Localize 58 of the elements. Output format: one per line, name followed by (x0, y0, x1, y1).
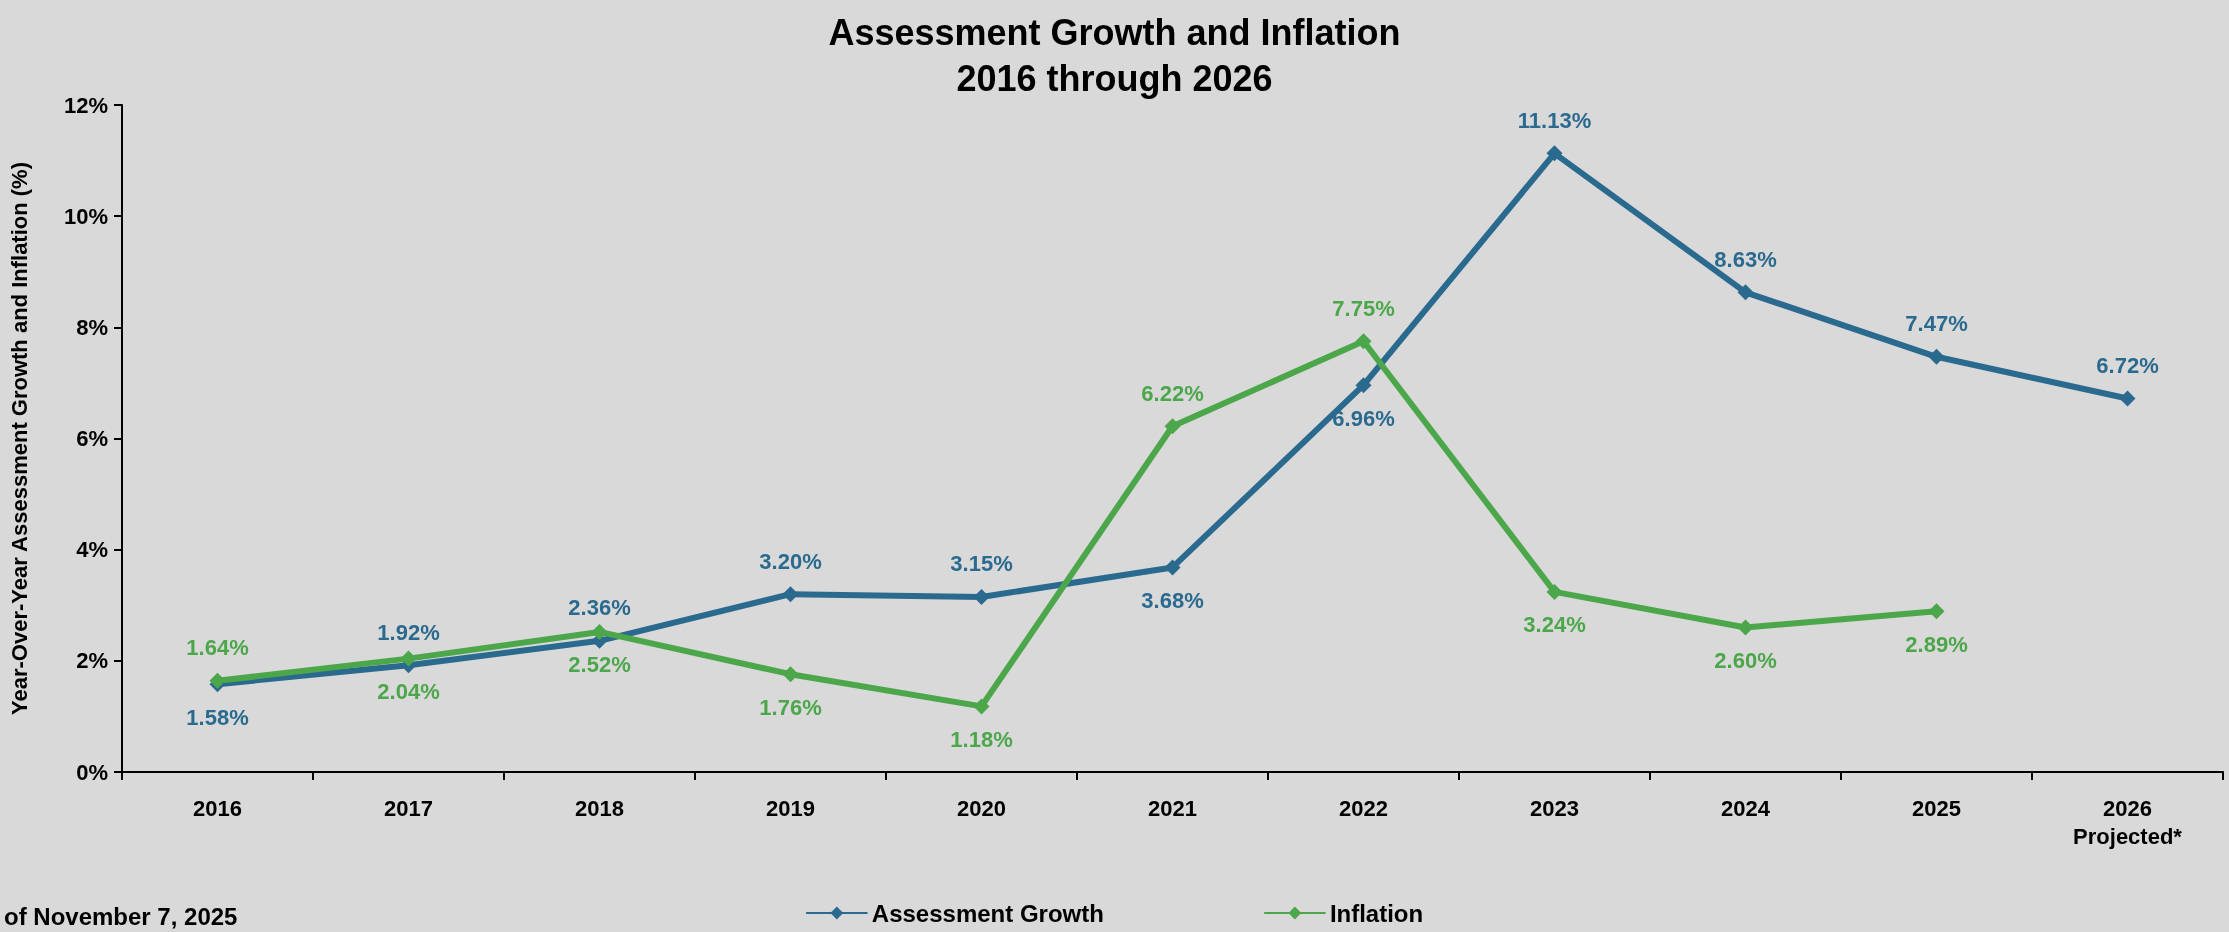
data-label: 3.68% (1141, 587, 1204, 613)
x-tick-label: 2019 (766, 795, 815, 821)
data-label: 8.63% (1714, 246, 1777, 272)
data-label: 1.58% (186, 704, 249, 730)
legend-label: Inflation (1329, 899, 1424, 927)
data-label: 2.36% (568, 595, 631, 621)
chart-title: Assessment Growth and Inflation 2016 through 2026 (828, 11, 1401, 99)
y-tick-label: 12% (63, 92, 108, 118)
point (1164, 418, 1181, 435)
data-label: 7.47% (1905, 311, 1968, 337)
data-label: 7.75% (1332, 295, 1395, 321)
data-label: 2.60% (1714, 647, 1777, 673)
x-tick-label: 2026 Projected* (2073, 795, 2183, 849)
data-label: 1.64% (186, 635, 249, 661)
point (1546, 583, 1563, 600)
data-label: 2.04% (377, 679, 440, 705)
x-tick-label: 2025 (1912, 795, 1961, 821)
x-tick-label: 2017 (384, 795, 433, 821)
y-tick-label: 0% (76, 759, 108, 785)
point (2119, 390, 2136, 407)
y-axis-title: Year-Over-Year Assessment Growth and Inflation (%) (6, 161, 32, 716)
point (1355, 333, 1372, 350)
point (973, 698, 990, 715)
x-tick-label: 2024 (1721, 795, 1771, 821)
x-tick-label: 2021 (1148, 795, 1197, 821)
data-label: 6.72% (2096, 352, 2159, 378)
legend-label: Assessment Growth (871, 899, 1104, 927)
x-tick-label: 2023 (1530, 795, 1579, 821)
point (400, 650, 417, 667)
y-tick-label: 2% (76, 648, 108, 674)
x-tick-label: 2020 (957, 795, 1006, 821)
data-label: 1.18% (950, 726, 1013, 752)
y-tick-label: 10% (63, 203, 108, 229)
data-label: 6.22% (1141, 380, 1204, 406)
point (1737, 284, 1754, 301)
data-label: 2.89% (1905, 631, 1968, 657)
y-tick-label: 4% (76, 537, 108, 563)
data-label: 6.96% (1332, 405, 1395, 431)
point (1164, 559, 1181, 576)
data-label: 11.13% (1517, 107, 1592, 133)
x-tick-label: 2016 (193, 795, 242, 821)
point (209, 672, 226, 689)
text: of November 7, 2025 (4, 902, 238, 930)
point (1355, 377, 1372, 394)
point (1928, 348, 1945, 365)
data-label: 1.92% (377, 619, 440, 645)
point (591, 623, 608, 640)
data-label: 3.15% (950, 551, 1013, 577)
point (782, 666, 799, 683)
data-label: 1.76% (759, 694, 822, 720)
data-label: 2.52% (568, 652, 631, 678)
y-tick-label: 6% (76, 426, 108, 451)
point (1546, 145, 1563, 162)
data-label: 3.20% (759, 548, 822, 574)
x-tick-label: 2022 (1339, 795, 1388, 821)
x-tick-label: 2018 (575, 795, 624, 821)
data-label: 3.24% (1523, 612, 1586, 638)
y-tick-label: 8% (76, 314, 108, 340)
